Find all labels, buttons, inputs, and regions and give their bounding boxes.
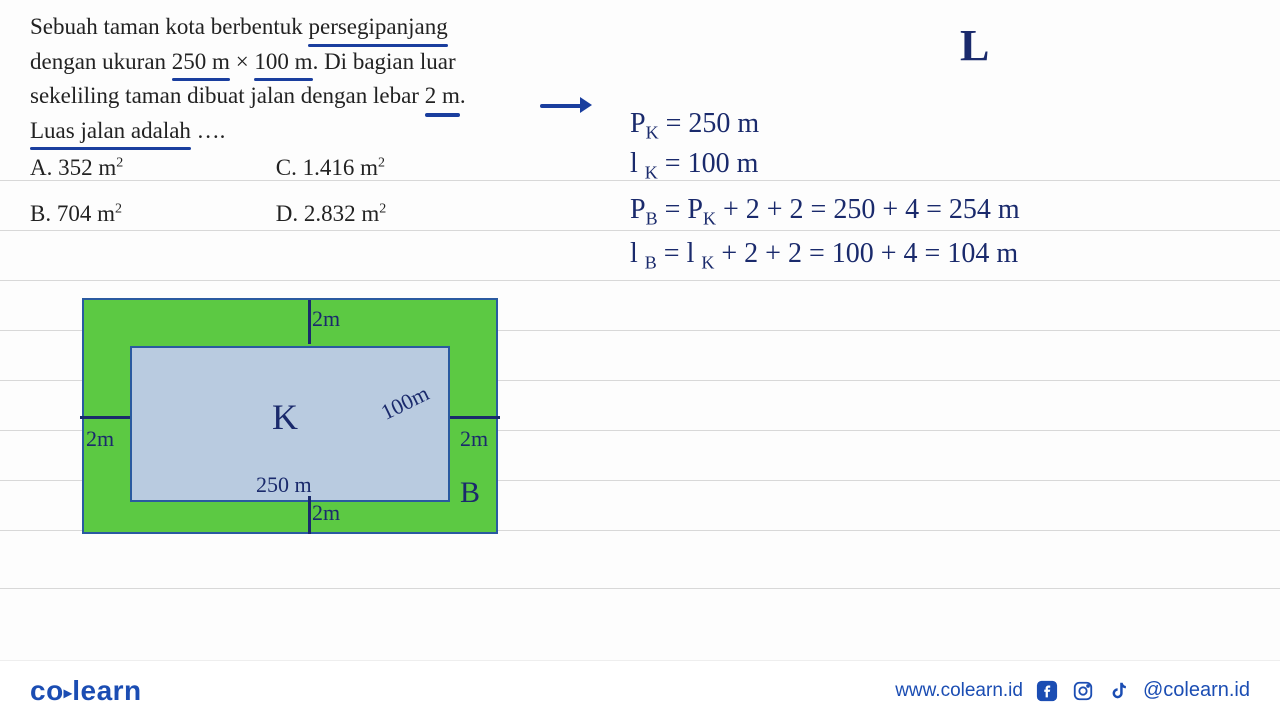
diagram-label-2m: 2m: [86, 426, 114, 452]
hw-sub: K: [645, 163, 658, 183]
footer-url: www.colearn.id: [895, 680, 1023, 702]
question-part: ×: [230, 49, 254, 74]
diagram-label-250: 250 m: [256, 472, 312, 498]
option-c: C. 1.416 m2: [276, 155, 385, 181]
hw-text: + 2 + 2 = 100 + 4 = 104 m: [714, 238, 1018, 269]
tick-mark: [80, 416, 130, 419]
tick-mark: [450, 416, 500, 419]
logo-learn: learn: [72, 675, 141, 706]
hw-sub: B: [646, 209, 658, 229]
handwritten-pk: PK = 250 m: [630, 108, 759, 144]
squared: 2: [116, 155, 123, 170]
facebook-icon[interactable]: [1035, 679, 1059, 703]
hw-text: P: [630, 108, 646, 139]
logo-separator-icon: ▸: [64, 685, 73, 702]
underlined-word: persegipanjang: [308, 10, 447, 45]
squared: 2: [115, 201, 122, 216]
answer-options: A. 352 m2 C. 1.416 m2 B. 704 m2 D. 2.832…: [30, 155, 386, 247]
option-c-text: C. 1.416 m: [276, 155, 378, 180]
handwritten-lb: l B = l K + 2 + 2 = 100 + 4 = 104 m: [630, 238, 1018, 274]
geometry-diagram: K B 2m 2m 2m 2m 250 m 100m: [82, 298, 498, 534]
diagram-label-2m: 2m: [460, 426, 488, 452]
arrow-annotation: [540, 98, 590, 114]
question-part: dengan ukuran: [30, 49, 172, 74]
option-d: D. 2.832 m2: [276, 201, 387, 227]
handwritten-lk: l K = 100 m: [630, 148, 758, 184]
underlined-phrase: Luas jalan adalah: [30, 114, 191, 149]
hw-text: = 100 m: [658, 148, 759, 179]
option-a: A. 352 m2: [30, 155, 270, 181]
option-b-text: B. 704 m: [30, 201, 115, 226]
hw-sub: K: [701, 253, 714, 273]
logo-co: co: [30, 675, 64, 706]
diagram-label-2m: 2m: [312, 500, 340, 526]
tick-mark: [308, 300, 311, 344]
brand-logo: co▸learn: [30, 675, 142, 707]
hw-text: = P: [658, 194, 703, 225]
question-part: sekeliling taman dibuat jalan dengan leb…: [30, 83, 425, 108]
handwritten-pb: PB = PK + 2 + 2 = 250 + 4 = 254 m: [630, 194, 1020, 230]
ruled-line: [0, 588, 1280, 589]
question-part: .: [460, 83, 466, 108]
diagram-label-2m: 2m: [312, 306, 340, 332]
hw-text: l: [630, 238, 645, 269]
handwritten-L: L: [960, 20, 989, 71]
hw-text: P: [630, 194, 646, 225]
underlined-word: 2 m: [425, 79, 460, 114]
hw-sub: K: [646, 123, 659, 143]
hw-text: = l: [657, 238, 702, 269]
underlined-word: 100 m: [254, 45, 312, 80]
hw-text: l: [630, 148, 645, 179]
footer-right: www.colearn.id @colearn.id: [895, 679, 1250, 703]
tick-mark: [308, 496, 311, 534]
ruled-line: [0, 280, 1280, 281]
question-part: ….: [191, 118, 226, 143]
option-d-text: D. 2.832 m: [276, 201, 380, 226]
underlined-word: 250 m: [172, 45, 230, 80]
hw-text: + 2 + 2 = 250 + 4 = 254 m: [716, 194, 1020, 225]
question-part: . Di bagian luar: [313, 49, 456, 74]
footer-bar: co▸learn www.colearn.id @colearn.id: [0, 660, 1280, 720]
tiktok-icon[interactable]: [1107, 679, 1131, 703]
footer-handle: @colearn.id: [1143, 679, 1250, 702]
question-part: Sebuah taman kota berbentuk: [30, 14, 308, 39]
option-a-text: A. 352 m: [30, 155, 116, 180]
squared: 2: [378, 155, 385, 170]
instagram-icon[interactable]: [1071, 679, 1095, 703]
question-text: Sebuah taman kota berbentuk persegipanja…: [30, 10, 540, 148]
hw-text: = 250 m: [659, 108, 760, 139]
option-b: B. 704 m2: [30, 201, 270, 227]
diagram-label-K: K: [272, 396, 298, 438]
hw-sub: B: [645, 253, 657, 273]
squared: 2: [379, 201, 386, 216]
diagram-label-B: B: [460, 476, 480, 510]
hw-sub: K: [703, 209, 716, 229]
